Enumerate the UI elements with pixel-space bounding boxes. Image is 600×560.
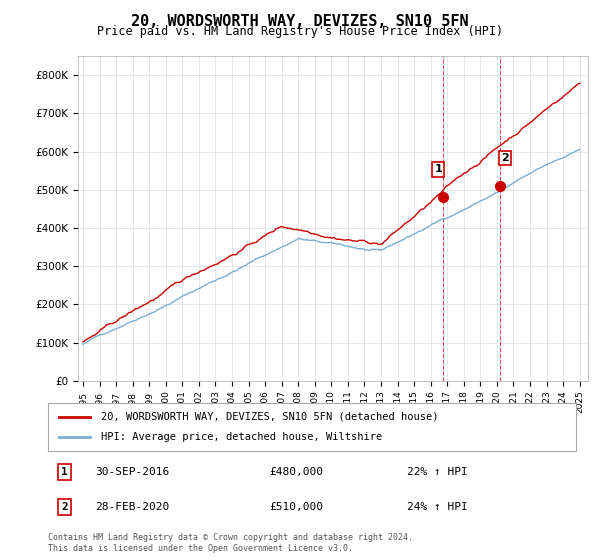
Text: Contains HM Land Registry data © Crown copyright and database right 2024.
This d: Contains HM Land Registry data © Crown c… xyxy=(48,533,413,553)
Text: HPI: Average price, detached house, Wiltshire: HPI: Average price, detached house, Wilt… xyxy=(101,432,382,442)
Text: Price paid vs. HM Land Registry's House Price Index (HPI): Price paid vs. HM Land Registry's House … xyxy=(97,25,503,38)
Text: 1: 1 xyxy=(434,165,442,175)
Text: 2: 2 xyxy=(501,153,509,163)
Text: £510,000: £510,000 xyxy=(270,502,324,512)
Text: 24% ↑ HPI: 24% ↑ HPI xyxy=(407,502,468,512)
Text: 1: 1 xyxy=(61,467,68,477)
Text: 20, WORDSWORTH WAY, DEVIZES, SN10 5FN: 20, WORDSWORTH WAY, DEVIZES, SN10 5FN xyxy=(131,14,469,29)
Text: 2: 2 xyxy=(61,502,68,512)
Text: 30-SEP-2016: 30-SEP-2016 xyxy=(95,467,170,477)
Text: 28-FEB-2020: 28-FEB-2020 xyxy=(95,502,170,512)
Text: 22% ↑ HPI: 22% ↑ HPI xyxy=(407,467,468,477)
Text: £480,000: £480,000 xyxy=(270,467,324,477)
Text: 20, WORDSWORTH WAY, DEVIZES, SN10 5FN (detached house): 20, WORDSWORTH WAY, DEVIZES, SN10 5FN (d… xyxy=(101,412,438,422)
